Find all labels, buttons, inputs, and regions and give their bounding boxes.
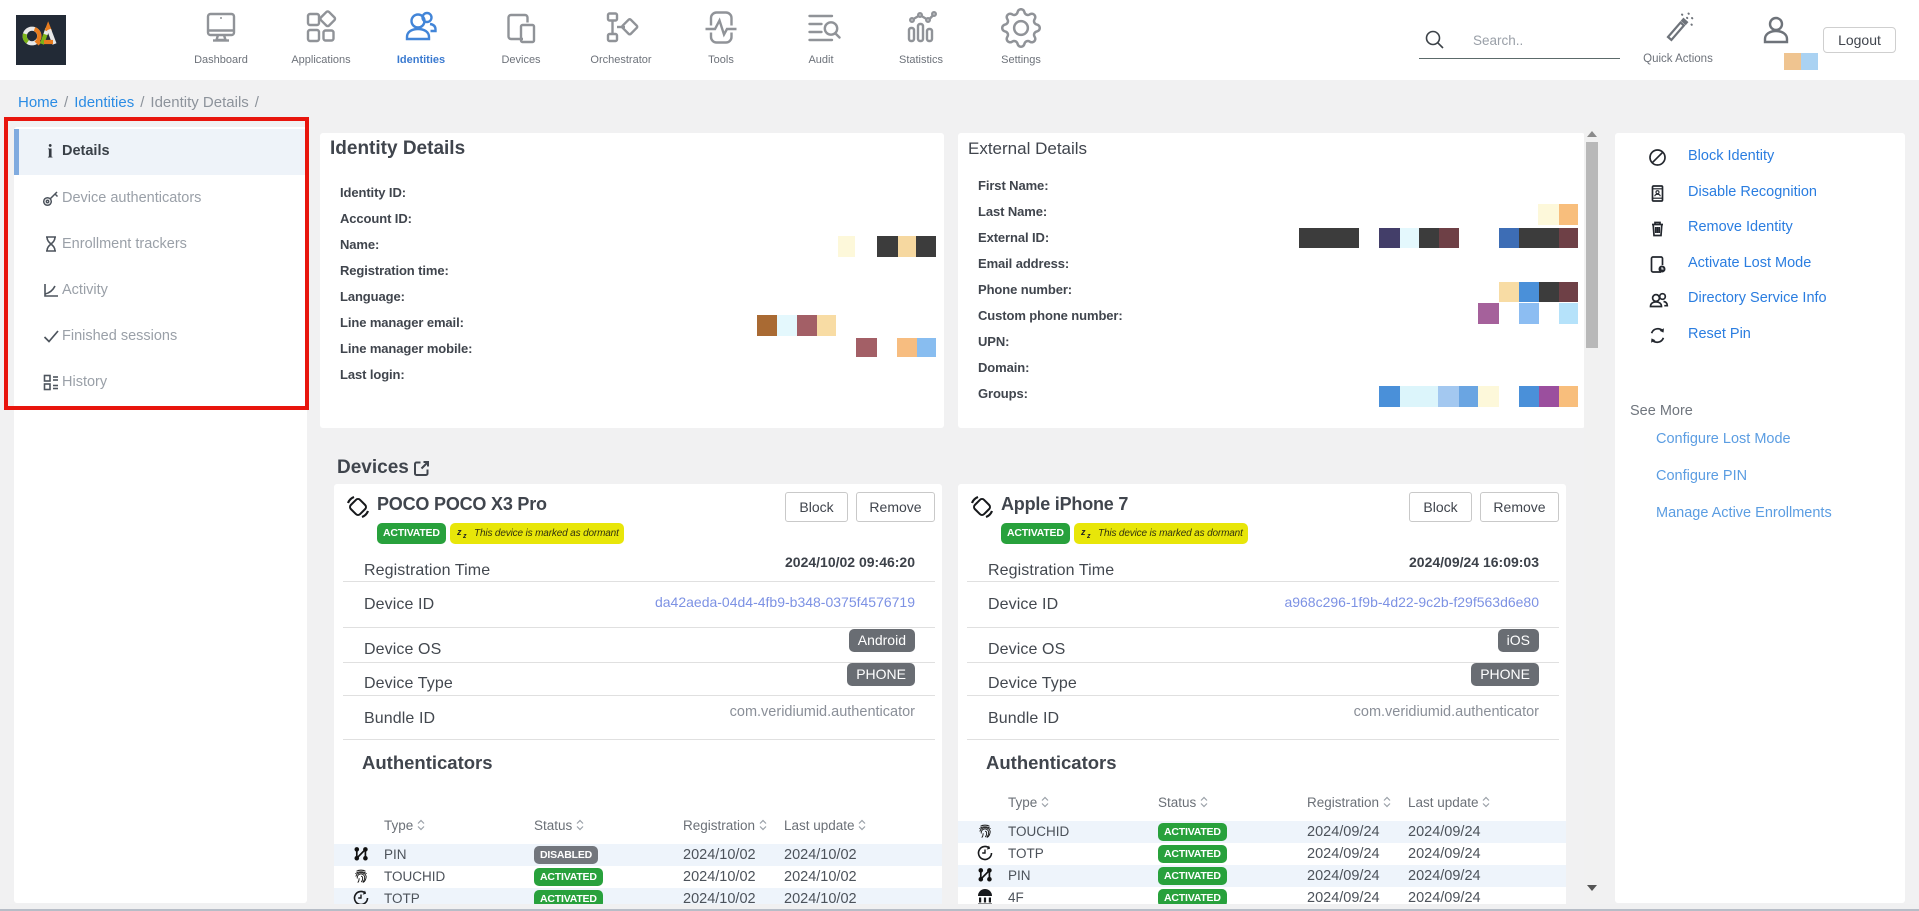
svg-text:z: z [456,527,462,537]
svg-text:z: z [1080,527,1086,537]
svg-text:i: i [48,142,53,162]
svg-text:z: z [462,533,467,540]
svg-text:z: z [1086,533,1091,540]
